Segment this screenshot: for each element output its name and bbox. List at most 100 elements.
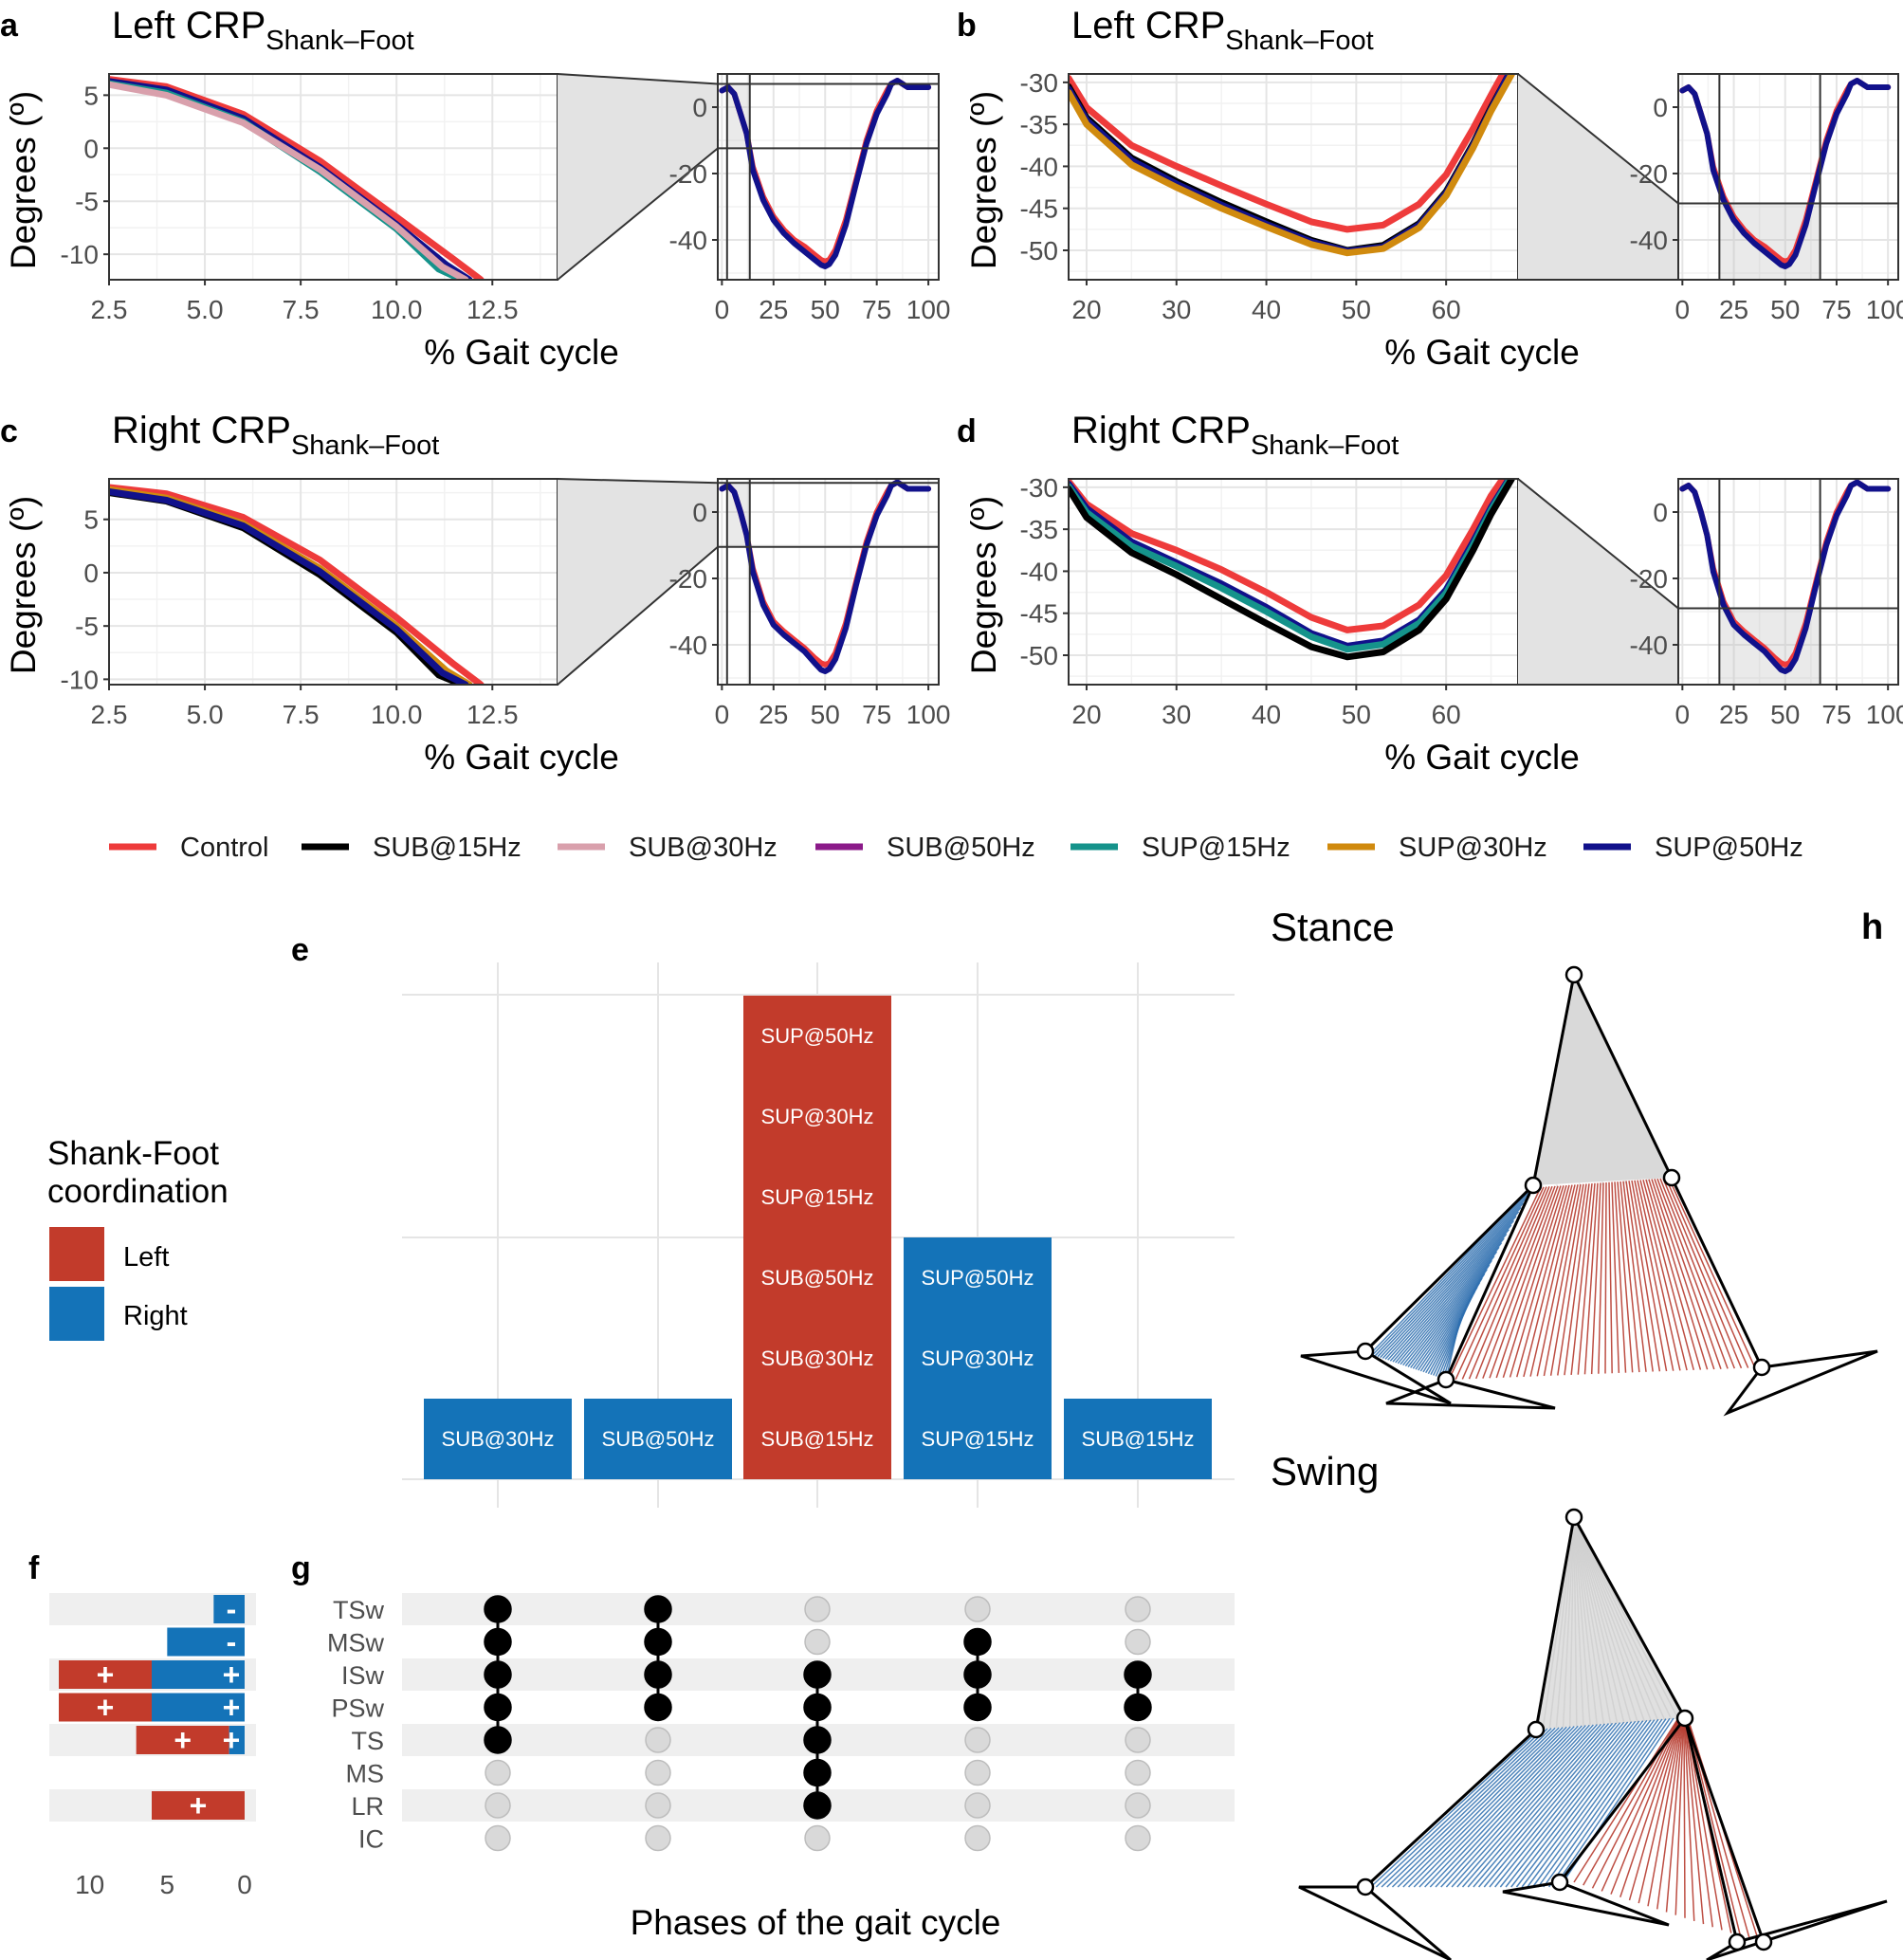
overview-x-tick-label-b: 25: [1719, 295, 1748, 324]
legend: Control SUB@15Hz SUB@30Hz SUB@50Hz SUP@15Hz S…: [109, 833, 1803, 863]
f-bar-right-TS: [229, 1726, 245, 1754]
x-tick-label-b: 20: [1071, 295, 1101, 324]
swing-thigh-lines: [1573, 1516, 1638, 1723]
chart-g: TSw MSw ISw PSw TS MS LR IC: [327, 1593, 1235, 1854]
x-tick-label-c: 5.0: [187, 700, 224, 729]
swing-shank-blue-lines: [1531, 1719, 1656, 1888]
series-line-c-Control: [109, 484, 485, 685]
g-dot-0-TSw: [484, 1595, 512, 1623]
overview-x-tick-label-a: 75: [862, 295, 891, 324]
shank-blue-lines: [1395, 1229, 1510, 1364]
g-dot-2-MS: [803, 1758, 832, 1787]
y-tick-label-b: -40: [1020, 152, 1058, 181]
g-dot-1-LR: [645, 1792, 671, 1819]
shank-red-lines: [1628, 1181, 1661, 1372]
y-tick-label-c: 5: [83, 505, 99, 535]
swing-thigh-lines: [1573, 1516, 1578, 1727]
stance-joint-5: [1752, 1358, 1771, 1377]
shank-blue-lines: [1374, 1193, 1529, 1357]
shank-red-lines: [1631, 1180, 1668, 1372]
y-tick-label-a: 5: [83, 81, 99, 110]
g-dot-3-LR: [964, 1792, 991, 1819]
ylabel-b: Degrees (º): [964, 91, 1003, 269]
title-d-main: Right CRP: [1071, 410, 1251, 451]
swing-thigh-lines: [1573, 1516, 1666, 1720]
title-a: Left CRPShank–Foot: [112, 5, 414, 56]
y-tick-label-c: -5: [75, 612, 99, 641]
swing-shank-blue-lines: [1429, 1725, 1583, 1888]
swing-thigh-lines: [1573, 1516, 1659, 1721]
shank-blue-lines: [1384, 1211, 1520, 1360]
x-tick-label-d: 40: [1252, 700, 1281, 729]
shank-red-lines: [1557, 1183, 1587, 1376]
legend-label-Control: Control: [180, 833, 269, 863]
shank-red-lines: [1590, 1182, 1601, 1375]
shank-red-lines: [1642, 1179, 1694, 1371]
swing-shank-red-lines: [1647, 1717, 1683, 1907]
coordination-legend-title-1: Shank-Foot: [47, 1135, 219, 1172]
series-group-a: [109, 76, 485, 280]
legend-label-SUP@50Hz: SUP@50Hz: [1655, 833, 1803, 863]
g-dot-4-TSw: [1125, 1596, 1151, 1622]
zoom-connector-top-a: [557, 73, 719, 85]
shank-blue-lines: [1415, 1264, 1491, 1370]
overview-x-tick-label-d: 0: [1675, 700, 1691, 729]
g-phase-label-MSw: MSw: [327, 1629, 385, 1658]
swing-joint-1: [1527, 1720, 1546, 1739]
zoom-connector-fill-b: [1518, 74, 1678, 280]
shank-red-lines: [1455, 1186, 1545, 1381]
swing-shank-red-lines: [1674, 1717, 1685, 1915]
g-phase-label-MS: MS: [346, 1760, 385, 1788]
g-dot-4-ISw: [1124, 1660, 1152, 1689]
overview-x-tick-label-d: 100: [1866, 700, 1903, 729]
swing-thigh-lines: [1573, 1516, 1653, 1721]
g-dot-1-PSw: [644, 1693, 672, 1722]
bar-2: [743, 996, 891, 1479]
shank-red-lines: [1495, 1185, 1562, 1379]
panel-letter-e: e: [291, 932, 309, 968]
shank-red-lines: [1543, 1183, 1582, 1377]
swing-shank-blue-lines: [1521, 1719, 1648, 1888]
stance-joint-4: [1436, 1370, 1455, 1389]
xlabel-g: Phases of the gait cycle: [631, 1903, 1001, 1942]
overview-y-tick-label-a: 0: [692, 93, 707, 122]
bar-label-2-2: SUB@50Hz: [761, 1266, 874, 1290]
plot-bg-b: [1069, 74, 1518, 280]
shank-red-lines: [1622, 1181, 1647, 1372]
overview-line-d-SUP@50Hz: [1679, 479, 1892, 674]
shank-red-lines: [1656, 1178, 1729, 1369]
overview-y-tick-label-b: -20: [1630, 159, 1668, 189]
panel-letter-c: c: [0, 413, 18, 449]
swing-foot-mid: [1502, 1880, 1670, 1927]
bar-label-3-0: SUP@15Hz: [922, 1427, 1034, 1451]
overview-y-tick-label-c: 0: [692, 498, 707, 527]
series-group-b: [1069, 74, 1515, 257]
shank-red-lines: [1668, 1177, 1756, 1368]
swing-thigh-lines: [1573, 1516, 1598, 1726]
xlabel-d: % Gait cycle: [1384, 738, 1580, 777]
swing-thigh-lines: [1573, 1516, 1632, 1723]
stance-foot-right: [1723, 1349, 1878, 1417]
title-b-main: Left CRP: [1071, 5, 1225, 46]
shank-red-lines: [1598, 1182, 1604, 1374]
overview-line-b-SUP@50Hz: [1679, 78, 1892, 269]
coordination-legend-title-2: coordination: [47, 1173, 229, 1210]
overview-frame-b: [1677, 73, 1899, 281]
g-dot-2-IC: [804, 1824, 831, 1852]
shank-blue-lines: [1400, 1237, 1505, 1365]
swing-shank-red-lines: [1684, 1717, 1705, 1925]
bar-label-2-3: SUP@15Hz: [761, 1185, 874, 1209]
g-dot-3-MS: [964, 1759, 991, 1786]
overview-x-tick-label-a: 100: [906, 295, 951, 324]
swing-shank-blue-lines: [1375, 1728, 1545, 1888]
swing-joint-4: [1550, 1873, 1569, 1892]
x-tick-label-d: 60: [1432, 700, 1461, 729]
overview-frame-c: [717, 478, 940, 686]
stick-figure-swing: [1298, 1508, 1888, 1960]
swing-thigh-lines: [1555, 1516, 1575, 1729]
zoom-connector-top-c: [557, 478, 719, 485]
swing-shank-blue-lines: [1391, 1727, 1556, 1888]
swing-shank-red-lines: [1638, 1717, 1683, 1904]
title-a-main: Left CRP: [112, 5, 265, 46]
